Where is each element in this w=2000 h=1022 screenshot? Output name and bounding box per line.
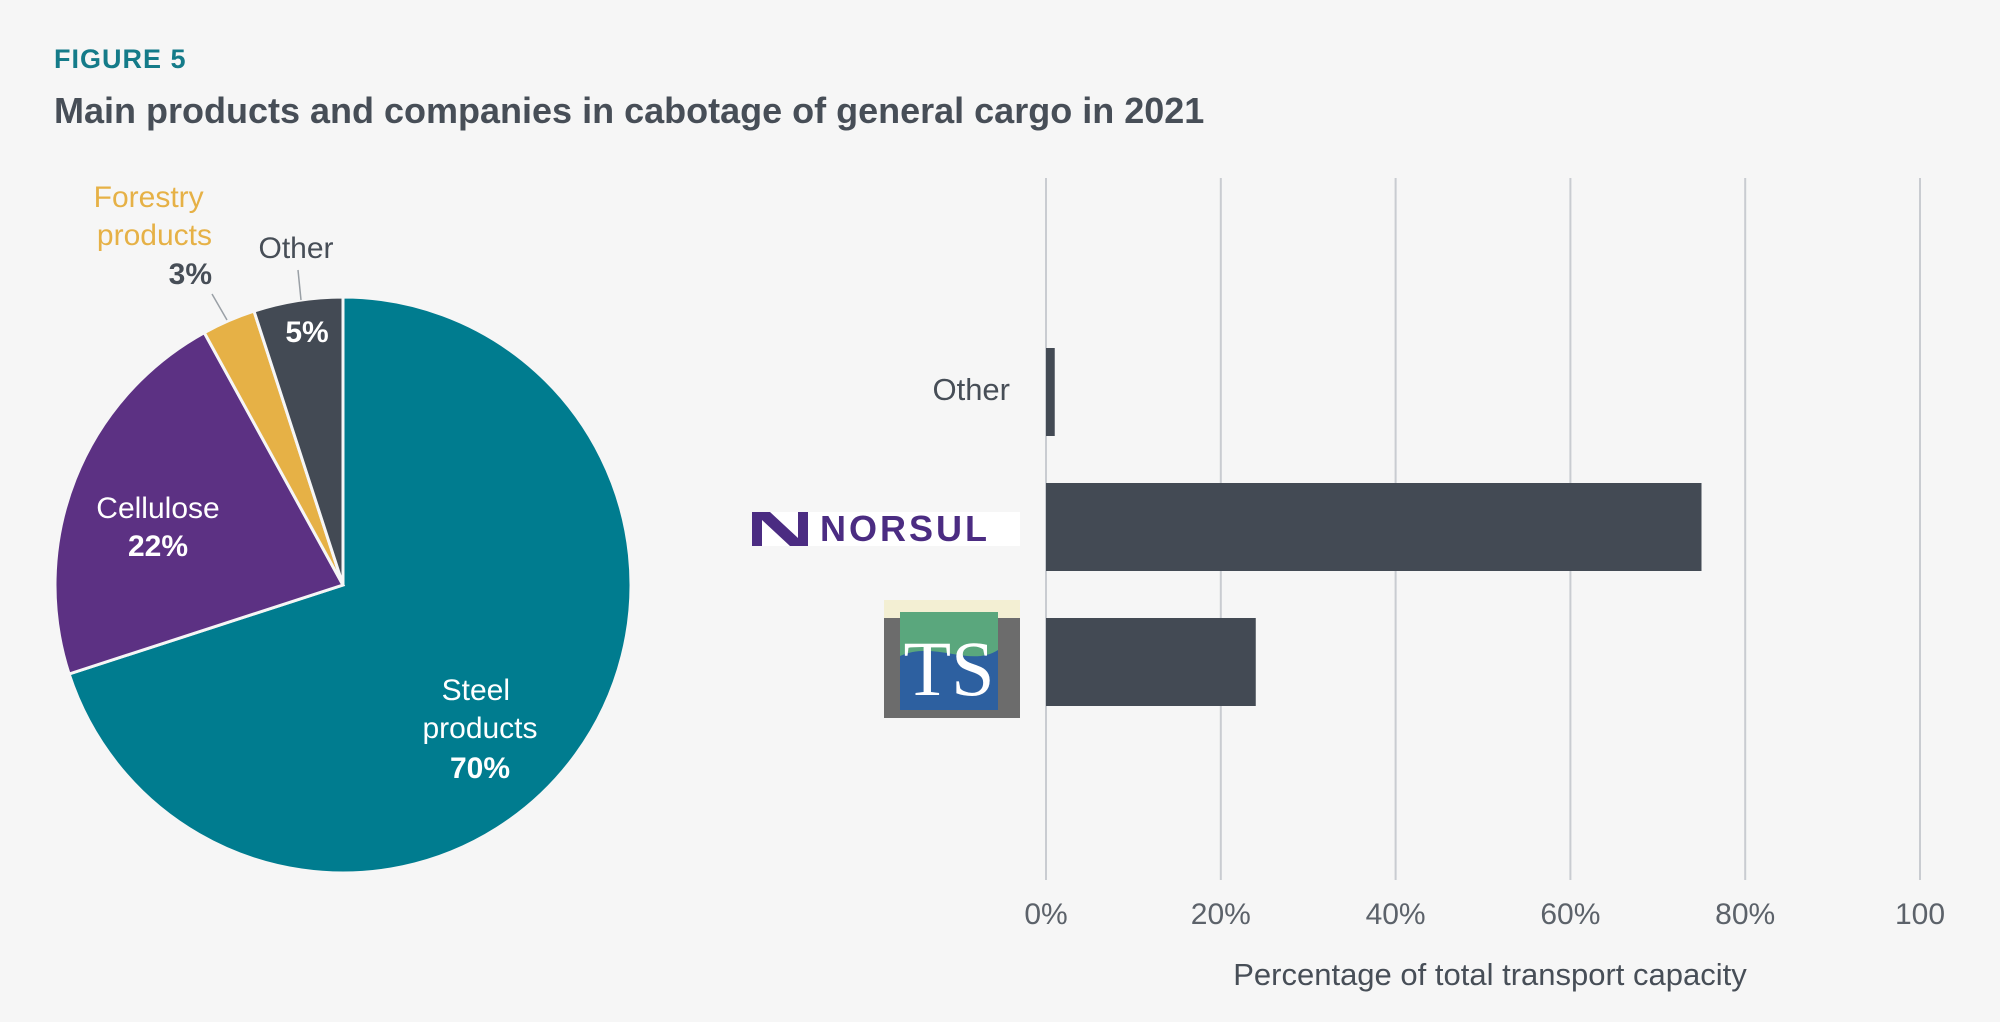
pie-value-forestry-products: 3% bbox=[169, 258, 212, 291]
pie-label-forestry-products: Forestry products bbox=[94, 181, 212, 252]
norsul-logo: NORSUL bbox=[752, 508, 1020, 549]
bar-other bbox=[1046, 348, 1055, 436]
bar-chart: 0% 20% 40% 60% 80% 100 Other NORSUL TS Percen… bbox=[752, 178, 1945, 992]
x-tick-label: 100 bbox=[1895, 898, 1945, 931]
other-leader-line bbox=[297, 269, 302, 301]
x-tick-label: 20% bbox=[1191, 898, 1251, 931]
x-axis-label: Percentage of total transport capacity bbox=[1233, 957, 1747, 992]
x-tick-labels: 0% 20% 40% 60% 80% 100 bbox=[1024, 898, 1945, 931]
bar-marks bbox=[1046, 348, 1702, 706]
pie-label-other: Other bbox=[258, 232, 333, 265]
pie-chart: Steel products 70% Cellulose 22% Forestr… bbox=[53, 181, 633, 875]
pie-slice-steel-products bbox=[67, 295, 633, 875]
pie-slice-other bbox=[252, 295, 345, 586]
bar-ts bbox=[1046, 618, 1256, 706]
bar-norsul bbox=[1046, 483, 1702, 571]
pie-label-cellulose: Cellulose bbox=[96, 492, 219, 525]
chart-title: Main products and companies in cabotage … bbox=[54, 90, 1205, 131]
x-tick-label: 0% bbox=[1024, 898, 1067, 931]
svg-text:TS: TS bbox=[903, 625, 994, 712]
figure-label: FIGURE 5 bbox=[54, 44, 187, 74]
bar-category-other: Other bbox=[932, 372, 1010, 407]
x-tick-label: 40% bbox=[1366, 898, 1426, 931]
x-tick-label: 60% bbox=[1540, 898, 1600, 931]
pie-label-steel-products: Steel products bbox=[422, 674, 537, 745]
forestry-leader-line bbox=[211, 293, 228, 321]
svg-text:NORSUL: NORSUL bbox=[820, 508, 990, 549]
pie-value-steel-products: 70% bbox=[450, 752, 510, 785]
ts-logo: TS bbox=[884, 600, 1020, 718]
pie-value-cellulose: 22% bbox=[128, 530, 188, 563]
pie-value-other: 5% bbox=[285, 316, 328, 349]
x-tick-label: 80% bbox=[1715, 898, 1775, 931]
pie-slice-cellulose bbox=[53, 330, 346, 676]
